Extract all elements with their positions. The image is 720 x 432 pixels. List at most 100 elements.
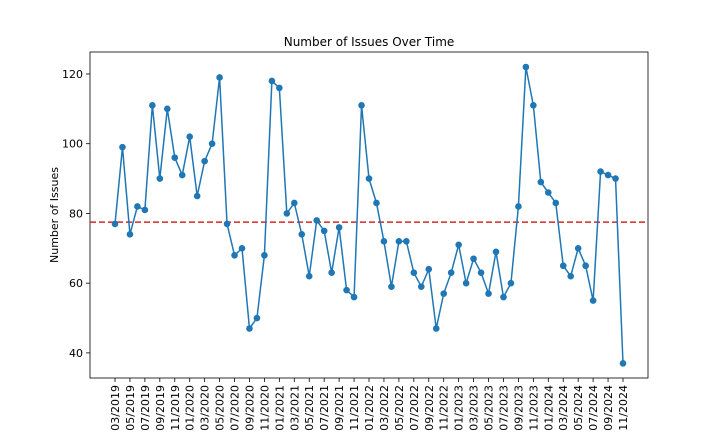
data-point bbox=[149, 102, 156, 109]
chart-title: Number of Issues Over Time bbox=[284, 35, 455, 49]
x-tick-label: 07/2021 bbox=[318, 385, 331, 431]
data-point bbox=[455, 241, 462, 249]
x-tick-label: 05/2022 bbox=[393, 385, 406, 431]
data-point bbox=[559, 262, 567, 270]
x-tick-label: 09/2019 bbox=[154, 385, 167, 431]
y-axis-label: Number of Issues bbox=[48, 167, 61, 263]
data-point bbox=[358, 102, 365, 109]
data-point bbox=[477, 269, 485, 277]
data-point bbox=[111, 220, 119, 228]
y-tick-label: 40 bbox=[69, 347, 83, 360]
data-point bbox=[425, 265, 433, 273]
data-point bbox=[343, 286, 350, 294]
y-tick-label: 100 bbox=[62, 138, 83, 151]
data-point bbox=[350, 293, 358, 301]
plot-frame bbox=[89, 51, 649, 379]
x-tick-label: 03/2023 bbox=[468, 385, 481, 431]
x-tick-label: 03/2022 bbox=[378, 385, 391, 431]
data-point bbox=[119, 143, 126, 151]
data-point bbox=[208, 140, 216, 147]
data-point bbox=[582, 262, 589, 270]
x-tick-label: 11/2019 bbox=[169, 385, 182, 431]
data-point bbox=[522, 63, 530, 71]
data-point bbox=[171, 154, 179, 161]
x-tick-label: 05/2019 bbox=[124, 385, 137, 431]
x-tick-label: 05/2023 bbox=[483, 385, 496, 431]
x-tick-label: 09/2023 bbox=[512, 385, 525, 431]
data-point bbox=[470, 255, 477, 263]
data-point bbox=[186, 133, 194, 141]
x-tick-label: 07/2019 bbox=[139, 385, 152, 431]
x-tick-label: 09/2021 bbox=[333, 385, 346, 431]
data-point bbox=[216, 74, 223, 81]
data-point bbox=[246, 325, 253, 332]
data-point bbox=[432, 325, 440, 332]
data-point bbox=[261, 251, 268, 259]
x-tick-label: 07/2024 bbox=[587, 385, 600, 431]
data-point bbox=[365, 175, 373, 182]
x-tick-label: 11/2022 bbox=[438, 385, 451, 431]
data-point bbox=[492, 248, 500, 256]
data-point bbox=[223, 220, 231, 228]
data-point bbox=[268, 77, 276, 85]
x-tick-label: 01/2022 bbox=[363, 385, 376, 431]
data-point bbox=[134, 203, 141, 210]
data-point bbox=[552, 199, 560, 207]
data-point bbox=[440, 290, 448, 297]
x-tick-label: 01/2024 bbox=[542, 385, 555, 431]
x-tick-label: 05/2021 bbox=[303, 385, 316, 431]
data-point bbox=[395, 238, 403, 245]
y-tick-label: 80 bbox=[69, 207, 83, 220]
data-point bbox=[328, 269, 335, 277]
x-tick-label: 11/2021 bbox=[348, 385, 361, 431]
data-point bbox=[126, 231, 134, 238]
data-point bbox=[410, 269, 418, 277]
data-point bbox=[238, 244, 246, 252]
x-tick-label: 07/2022 bbox=[408, 385, 421, 431]
x-tick-label: 03/2019 bbox=[109, 385, 122, 431]
x-tick-label: 09/2024 bbox=[602, 385, 615, 431]
data-point bbox=[380, 238, 388, 245]
data-point bbox=[589, 297, 597, 304]
x-tick-label: 09/2020 bbox=[243, 385, 256, 431]
x-tick-label: 09/2022 bbox=[423, 385, 436, 431]
data-point bbox=[231, 251, 238, 259]
x-tick-label: 01/2023 bbox=[453, 385, 466, 431]
data-point bbox=[388, 283, 395, 290]
data-point bbox=[537, 178, 545, 186]
x-tick-label: 03/2021 bbox=[288, 385, 301, 431]
data-point bbox=[313, 217, 321, 224]
data-point bbox=[305, 272, 313, 280]
data-point bbox=[178, 171, 186, 179]
x-tick-label: 01/2021 bbox=[273, 385, 286, 431]
data-point bbox=[403, 238, 410, 245]
data-point bbox=[507, 279, 515, 287]
data-point bbox=[515, 203, 522, 210]
x-tick-label: 05/2020 bbox=[214, 385, 227, 431]
data-point bbox=[447, 269, 455, 277]
data-point bbox=[597, 168, 604, 175]
data-point bbox=[156, 175, 164, 182]
data-point bbox=[612, 175, 619, 182]
data-point bbox=[373, 199, 380, 207]
data-point bbox=[253, 314, 261, 322]
x-tick-label: 11/2023 bbox=[527, 385, 540, 431]
x-tick-label: 11/2024 bbox=[617, 385, 630, 431]
data-point bbox=[276, 84, 283, 92]
data-point bbox=[335, 224, 343, 231]
data-point bbox=[574, 244, 582, 252]
data-point bbox=[163, 105, 171, 113]
data-point bbox=[462, 279, 470, 287]
x-tick-label: 11/2020 bbox=[258, 385, 271, 431]
data-point bbox=[544, 189, 552, 196]
data-point bbox=[567, 272, 575, 280]
data-point bbox=[298, 231, 306, 238]
data-point bbox=[417, 283, 425, 290]
data-point bbox=[604, 171, 612, 179]
data-line bbox=[114, 66, 624, 364]
data-point bbox=[283, 210, 291, 217]
data-point bbox=[141, 206, 149, 214]
data-point bbox=[201, 157, 208, 165]
x-tick-label: 03/2024 bbox=[557, 385, 570, 431]
x-tick-label: 07/2023 bbox=[497, 385, 510, 431]
